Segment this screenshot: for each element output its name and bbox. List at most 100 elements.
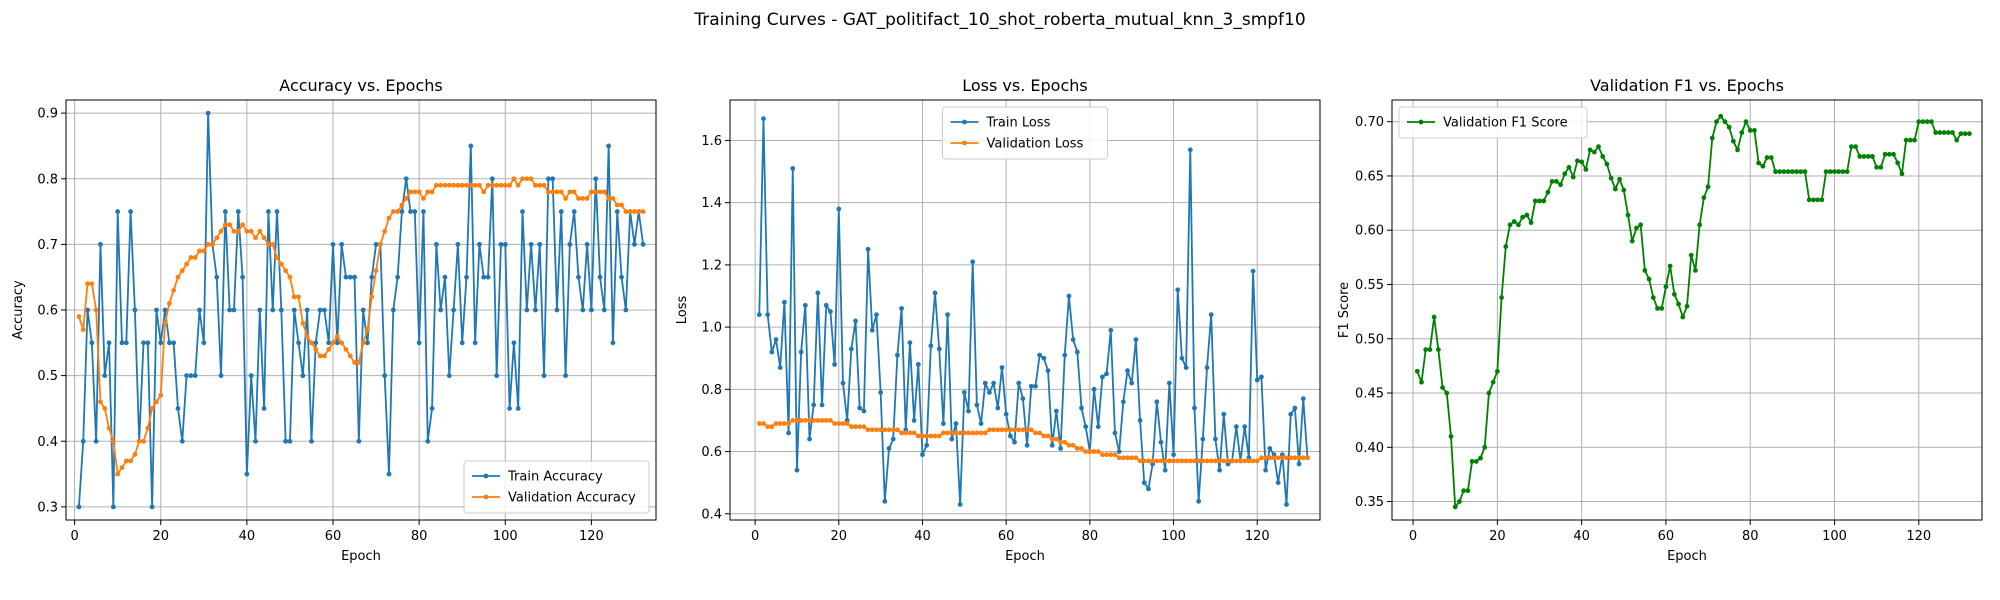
data-point bbox=[356, 438, 362, 444]
data-point bbox=[356, 360, 362, 365]
data-point bbox=[352, 360, 357, 365]
data-point bbox=[1058, 446, 1063, 451]
data-point bbox=[416, 340, 422, 346]
x-tick-label: 20 bbox=[831, 529, 848, 544]
data-point bbox=[106, 425, 112, 431]
x-tick-label: 100 bbox=[1161, 529, 1186, 544]
data-point bbox=[987, 390, 992, 395]
chart-title: Accuracy vs. Epochs bbox=[279, 76, 442, 95]
data-point bbox=[819, 418, 825, 423]
data-point bbox=[874, 312, 879, 318]
chart-title: Validation F1 vs. Epochs bbox=[1590, 76, 1784, 95]
data-point bbox=[961, 430, 967, 436]
data-point bbox=[1857, 154, 1863, 159]
data-point bbox=[949, 430, 955, 436]
data-point bbox=[261, 235, 267, 241]
data-point bbox=[425, 438, 431, 444]
data-point bbox=[1033, 383, 1038, 389]
data-point bbox=[1095, 449, 1101, 454]
data-point bbox=[1212, 436, 1218, 442]
legend: Train Accuracy Validation Accuracy bbox=[463, 460, 650, 514]
data-point bbox=[1722, 119, 1728, 125]
y-tick-label: 1.0 bbox=[701, 321, 722, 336]
data-point bbox=[966, 430, 971, 436]
data-point bbox=[773, 337, 779, 342]
data-point bbox=[214, 235, 220, 241]
data-point bbox=[1427, 347, 1433, 353]
data-point bbox=[991, 380, 997, 386]
data-point bbox=[1062, 352, 1068, 358]
data-point bbox=[352, 274, 357, 280]
data-point bbox=[1162, 458, 1168, 464]
data-point bbox=[1133, 337, 1139, 342]
data-point bbox=[1747, 127, 1753, 133]
data-point bbox=[761, 116, 766, 122]
data-point bbox=[1137, 418, 1143, 423]
data-point bbox=[882, 498, 888, 504]
data-point bbox=[1811, 197, 1816, 203]
data-point bbox=[192, 373, 198, 379]
data-point bbox=[756, 312, 762, 318]
data-point bbox=[300, 373, 306, 379]
data-point bbox=[520, 209, 525, 214]
data-point bbox=[1663, 284, 1669, 290]
data-point bbox=[1284, 502, 1289, 507]
y-tick-label: 0.4 bbox=[37, 435, 58, 450]
data-point bbox=[1279, 455, 1285, 461]
data-point bbox=[1116, 449, 1122, 454]
data-point bbox=[98, 399, 103, 405]
data-point bbox=[1667, 263, 1673, 269]
data-point bbox=[857, 424, 863, 430]
data-point bbox=[1179, 458, 1185, 464]
data-point bbox=[98, 241, 103, 247]
data-point bbox=[257, 228, 263, 234]
data-point bbox=[80, 438, 86, 444]
data-point bbox=[1886, 151, 1892, 157]
x-tick-label: 40 bbox=[1573, 529, 1590, 544]
data-point bbox=[326, 340, 332, 346]
data-point bbox=[1777, 169, 1783, 175]
data-point bbox=[1726, 124, 1732, 130]
data-point bbox=[339, 340, 345, 346]
data-point bbox=[999, 365, 1005, 370]
data-point bbox=[597, 274, 603, 280]
data-point bbox=[1129, 380, 1135, 386]
data-point bbox=[347, 274, 353, 280]
data-point bbox=[395, 274, 401, 280]
data-point bbox=[399, 209, 405, 214]
y-tick-label: 0.4 bbox=[701, 507, 722, 522]
data-point bbox=[1238, 458, 1243, 464]
chart-title: Loss vs. Epochs bbox=[962, 76, 1087, 95]
data-point bbox=[459, 182, 465, 188]
legend-label: Train Accuracy bbox=[507, 470, 603, 485]
data-point bbox=[179, 268, 185, 274]
data-point bbox=[227, 307, 233, 313]
data-point bbox=[928, 343, 934, 349]
y-tick-label: 0.8 bbox=[701, 383, 722, 398]
data-point bbox=[1608, 175, 1614, 181]
data-point bbox=[1196, 498, 1202, 504]
data-point bbox=[1924, 119, 1930, 125]
data-point bbox=[1041, 433, 1047, 439]
data-point bbox=[1836, 169, 1842, 175]
data-point bbox=[790, 166, 796, 171]
data-point bbox=[373, 268, 379, 274]
data-point bbox=[828, 418, 833, 423]
data-point bbox=[1263, 467, 1269, 473]
data-point bbox=[1125, 368, 1130, 374]
data-point bbox=[1735, 147, 1740, 153]
data-point bbox=[231, 307, 237, 313]
data-point bbox=[1853, 144, 1858, 150]
data-point bbox=[932, 290, 938, 296]
data-point bbox=[360, 307, 366, 313]
data-point bbox=[861, 408, 867, 414]
data-point bbox=[1221, 411, 1227, 417]
data-point bbox=[1878, 164, 1884, 170]
data-point bbox=[1292, 455, 1298, 461]
data-point bbox=[1482, 444, 1488, 450]
data-point bbox=[1212, 458, 1218, 464]
data-point bbox=[528, 176, 534, 182]
data-point bbox=[257, 307, 263, 313]
data-point bbox=[412, 209, 418, 214]
data-point bbox=[1150, 458, 1156, 464]
